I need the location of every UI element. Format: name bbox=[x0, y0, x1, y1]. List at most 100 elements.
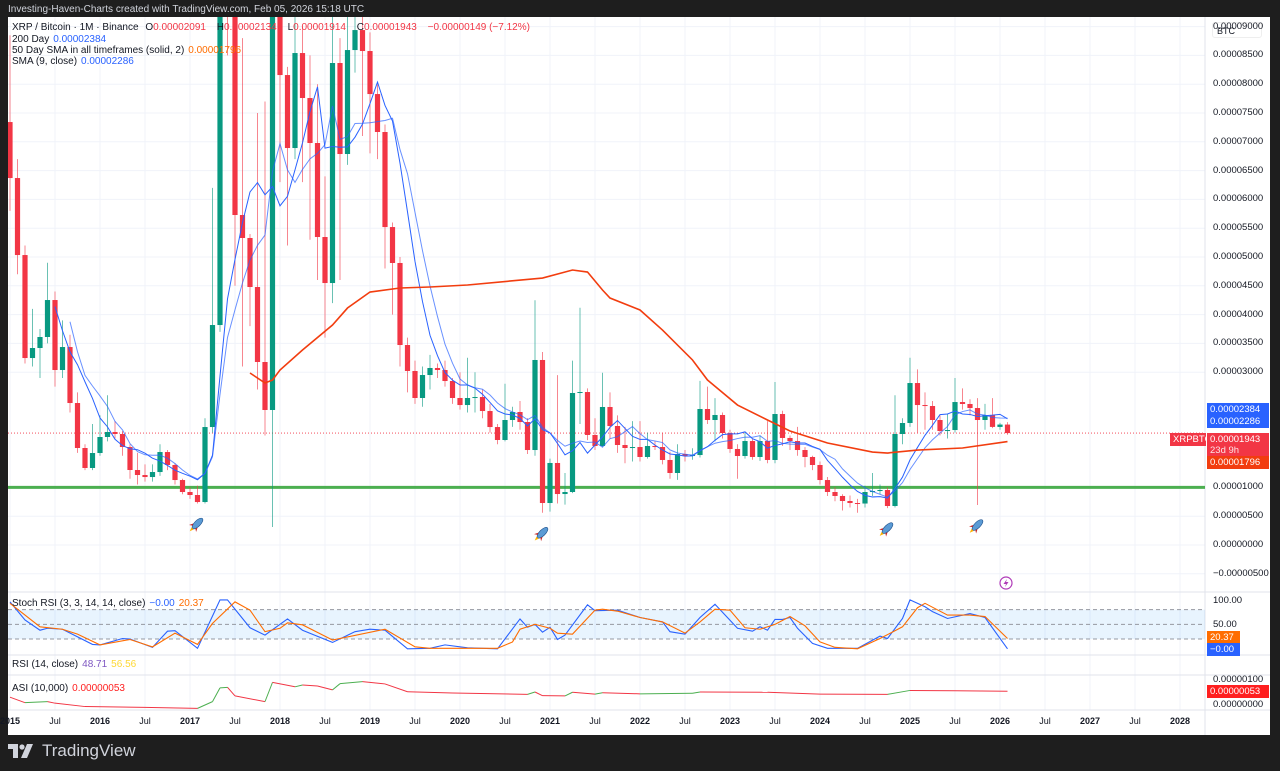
candle bbox=[322, 176, 328, 338]
candle bbox=[82, 444, 88, 471]
candle bbox=[427, 354, 433, 390]
candle-body bbox=[352, 30, 358, 51]
candle bbox=[59, 320, 66, 378]
candle bbox=[187, 487, 193, 499]
last-price: 0.00001943 bbox=[1210, 434, 1261, 445]
rocket-flame bbox=[879, 532, 884, 536]
candle-body bbox=[412, 370, 418, 399]
candle-body bbox=[944, 430, 951, 432]
candle bbox=[397, 257, 403, 367]
time-axis-label: 2015 bbox=[0, 716, 21, 726]
asi-axis-top: 0.00000100 bbox=[1213, 674, 1264, 685]
asi-segment bbox=[534, 691, 543, 697]
stoch-k-line bbox=[9, 599, 1008, 650]
candle bbox=[292, 17, 298, 160]
time-axis-label: 2025 bbox=[899, 716, 921, 726]
time-axis-label: 2019 bbox=[359, 716, 381, 726]
legend-stoch-rsi[interactable]: Stoch RSI (3, 3, 14, 14, close) −0.00 20.3… bbox=[12, 598, 208, 609]
candle bbox=[554, 375, 561, 504]
main-pane bbox=[8, 17, 1205, 528]
candle-body bbox=[442, 370, 448, 382]
rocket-icon bbox=[189, 517, 204, 533]
candle bbox=[329, 17, 336, 304]
asi-segment bbox=[294, 684, 303, 688]
candle-body bbox=[202, 427, 208, 503]
candle-body bbox=[524, 422, 531, 451]
currency-label[interactable]: BTC bbox=[1212, 22, 1262, 38]
candle-body bbox=[67, 347, 73, 404]
asi-segment bbox=[564, 691, 573, 697]
candle-body bbox=[554, 462, 561, 495]
tradingview-logo[interactable]: TradingView bbox=[8, 740, 136, 762]
candle-body bbox=[802, 450, 808, 457]
candle bbox=[839, 494, 846, 511]
candle bbox=[209, 187, 216, 433]
candle bbox=[487, 403, 493, 433]
candle-body bbox=[922, 405, 928, 407]
sma9-line bbox=[69, 105, 1008, 498]
candle-body bbox=[547, 462, 553, 504]
candle bbox=[389, 222, 396, 315]
asi-segment bbox=[692, 691, 701, 694]
symbol-title[interactable]: XRP / Bitcoin · 1M · Binance bbox=[12, 22, 139, 33]
candle bbox=[299, 26, 306, 183]
candle-body bbox=[37, 337, 43, 349]
rocket-body bbox=[881, 522, 894, 534]
candle bbox=[637, 421, 643, 462]
chart-panel[interactable]: XRP / Bitcoin · 1M · Binance O0.00002091… bbox=[8, 17, 1270, 735]
time-axis-label: 2020 bbox=[449, 716, 471, 726]
asi-segment bbox=[24, 701, 48, 704]
candle-body bbox=[119, 434, 126, 448]
candle bbox=[742, 432, 748, 459]
candle bbox=[749, 438, 756, 460]
candle bbox=[194, 485, 201, 504]
candle bbox=[202, 418, 208, 504]
candle-body bbox=[29, 348, 36, 359]
price-axis-label: 0.00007500 bbox=[1213, 107, 1264, 118]
candle-body bbox=[854, 503, 861, 505]
candle-body bbox=[52, 300, 58, 371]
time-axis-label: Jul bbox=[499, 716, 511, 726]
asi-segment bbox=[197, 701, 213, 709]
candle bbox=[599, 372, 606, 448]
candle-body bbox=[299, 53, 306, 99]
asi-segment bbox=[54, 702, 86, 708]
candle bbox=[794, 426, 801, 456]
legend-rsi[interactable]: RSI (14, close) 48.71 56.56 bbox=[12, 659, 140, 670]
candle bbox=[644, 432, 651, 459]
high-label: H bbox=[216, 22, 224, 33]
price-axis-label: −0.00000500 bbox=[1213, 567, 1269, 579]
candle-body bbox=[967, 403, 973, 409]
rocket-flame bbox=[534, 536, 539, 541]
candle bbox=[112, 421, 118, 439]
sma9-value: 0.00002286 bbox=[81, 56, 134, 67]
ma200-line bbox=[54, 80, 1008, 499]
legend-ma200[interactable]: 200 Day 0.00002384 bbox=[12, 34, 110, 45]
time-axis-label: 2024 bbox=[809, 716, 831, 726]
candle-body bbox=[322, 237, 328, 284]
candle-body bbox=[712, 414, 718, 421]
rocket-icon bbox=[879, 522, 894, 537]
candle bbox=[922, 392, 928, 430]
asi-segment bbox=[527, 691, 536, 695]
candle-body bbox=[809, 456, 816, 465]
legend-sma50[interactable]: 50 Day SMA in all timeframes (solid, 2) 0… bbox=[12, 45, 245, 56]
candle bbox=[457, 372, 463, 410]
candle-body bbox=[622, 445, 628, 449]
candle bbox=[22, 245, 28, 364]
candle-body bbox=[629, 447, 636, 449]
price-axis-label: 0.00003500 bbox=[1213, 337, 1264, 349]
price-axis-label: 0.00000000 bbox=[1213, 539, 1264, 550]
legend-asi[interactable]: ASI (10,000) 0.00000053 bbox=[12, 683, 129, 694]
candle bbox=[142, 464, 148, 482]
chart-canvas[interactable] bbox=[8, 17, 1270, 735]
legend-sma9[interactable]: SMA (9, close) 0.00002286 bbox=[12, 56, 138, 67]
candle bbox=[727, 429, 733, 453]
candle bbox=[967, 399, 973, 416]
candle bbox=[764, 421, 771, 464]
candle bbox=[277, 17, 283, 183]
candle-body bbox=[532, 359, 538, 451]
candle bbox=[577, 307, 583, 425]
asi-segment bbox=[302, 684, 318, 687]
candle-body bbox=[329, 63, 336, 284]
